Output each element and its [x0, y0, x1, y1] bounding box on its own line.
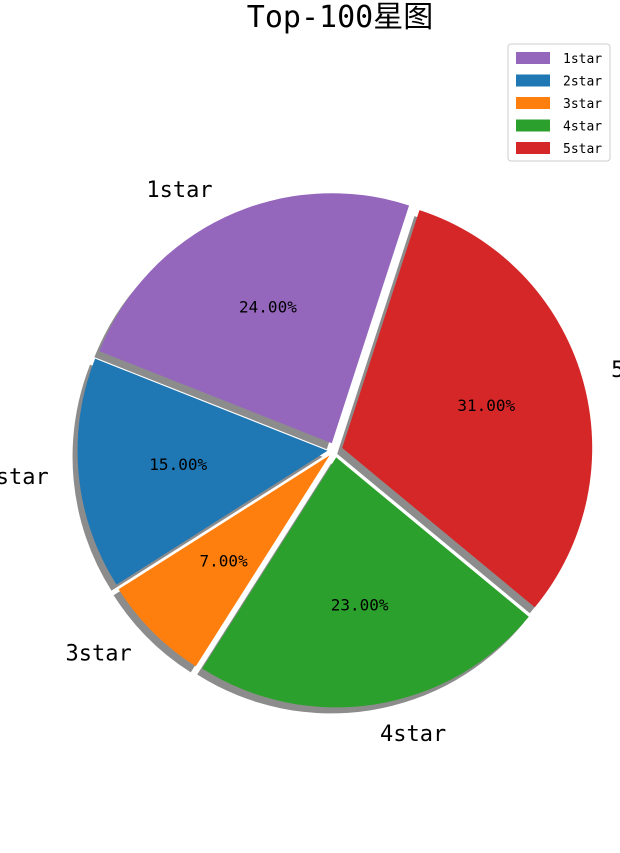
- slice-percent-4star: 23.00%: [331, 596, 389, 615]
- legend-swatch-3star: [516, 97, 550, 109]
- chart-title: Top-100星图: [247, 0, 433, 35]
- slice-5star: [342, 210, 593, 608]
- slice-4star: [202, 457, 529, 708]
- legend-label-5star: 5star: [563, 142, 602, 157]
- legend: 1star 2star 3star 4star 5star: [507, 43, 611, 162]
- legend-swatch-2star: [516, 74, 550, 87]
- slice-labels: 1star 24.00% 2star 15.00% 3star 7.00% 4star 23.…: [0, 178, 620, 747]
- legend-frame: [507, 43, 611, 162]
- legend-label-3star: 3star: [563, 97, 602, 112]
- legend-label-1star: 1star: [563, 52, 602, 67]
- slice-label-1star: 1star: [146, 178, 212, 203]
- slice-1star: [99, 193, 410, 444]
- legend-label-2star: 2star: [563, 75, 602, 90]
- pie-slices: [77, 193, 593, 708]
- slice-3star: [118, 455, 330, 667]
- slice-percent-2star: 15.00%: [149, 455, 207, 474]
- legend-swatch-5star: [516, 142, 550, 154]
- slice-label-2star: 2star: [0, 465, 49, 490]
- slice-percent-1star: 24.00%: [239, 297, 297, 316]
- legend-swatch-1star: [516, 52, 550, 64]
- legend-label-4star: 4star: [563, 120, 602, 135]
- legend-swatch-4star: [516, 119, 550, 132]
- slice-percent-3star: 7.00%: [200, 551, 249, 570]
- slice-percent-5star: 31.00%: [457, 396, 515, 415]
- slice-label-5star: 5star: [611, 358, 620, 383]
- slice-label-3star: 3star: [65, 641, 131, 666]
- slice-label-4star: 4star: [380, 722, 446, 747]
- slice-2star: [77, 358, 328, 585]
